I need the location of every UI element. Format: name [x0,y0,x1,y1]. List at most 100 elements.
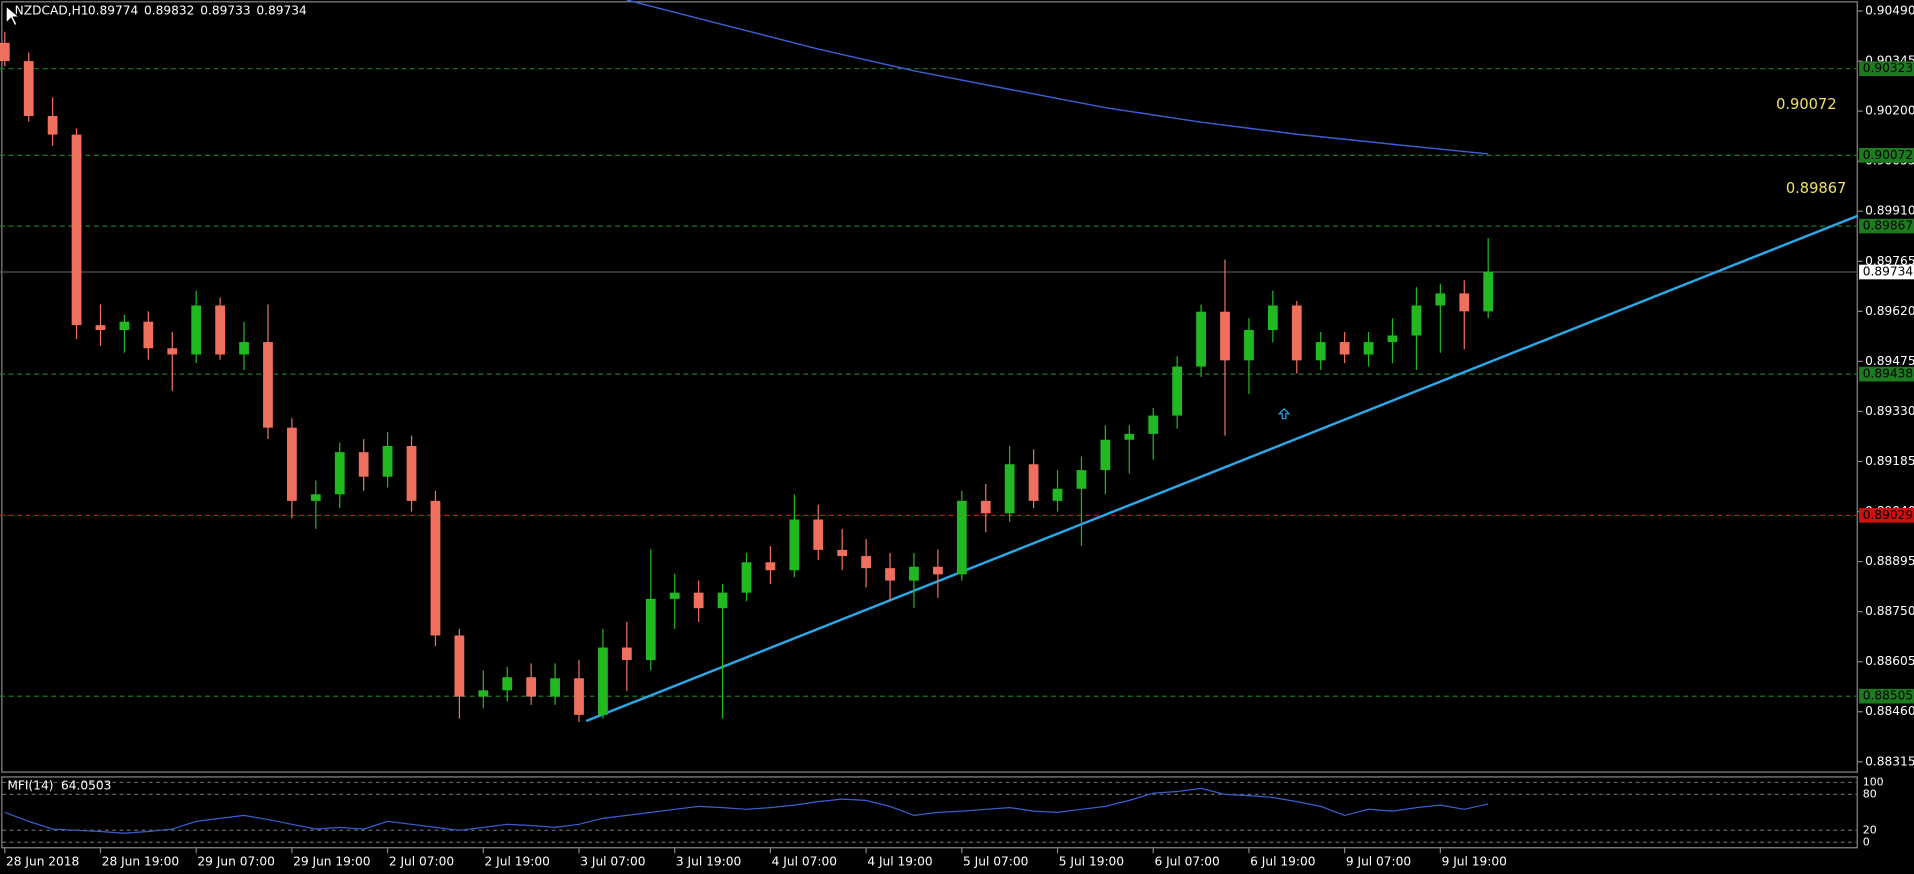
x-tick-label: 2 Jul 19:00 [485,854,550,868]
y-tick-label: 0.90200 [1865,104,1914,118]
level-label: 0.90072 [1863,148,1913,162]
candle-body [430,500,441,636]
candle-body [454,635,465,697]
candle-body [789,519,800,571]
candle-body [765,562,776,571]
candle-body [1244,329,1254,361]
main-plot [0,0,1858,723]
last-bar-value: 0.89832 [144,3,194,17]
arrow-icon [1277,408,1291,420]
mfi-value: 64.0503 [61,779,111,793]
candle-body [1100,439,1111,471]
last-bar-value: 0.89733 [200,3,250,17]
candle-body [621,647,632,660]
axes: 0.904900.903450.902000.900550.899100.897… [2,4,1914,868]
candle-body [1363,342,1374,355]
candle-body [1052,488,1063,501]
candle-body [382,445,393,477]
level-label: 0.89029 [1863,508,1913,522]
candle-body [478,690,489,697]
candle-body [1387,335,1398,343]
candle-body [550,678,560,697]
x-tick-label: 6 Jul 07:00 [1154,854,1219,868]
candle-body [0,42,10,62]
candle-body [263,342,273,428]
candle-body [574,678,584,715]
candle-body [191,305,202,355]
candle-body [1291,305,1302,361]
candle-body [598,647,608,715]
candle-body [1076,470,1087,489]
y-tick-label: 0.89475 [1865,354,1914,368]
candle-body [1459,293,1470,312]
x-tick-label: 28 Jun 2018 [6,854,79,868]
candle-body [239,342,249,355]
level-label: 0.88505 [1863,689,1913,703]
candle-body [334,452,345,495]
candle-body [1004,464,1015,514]
mfi-tick-label: 80 [1863,787,1877,800]
candle-body [215,305,226,355]
y-tick-label: 0.90490 [1865,4,1914,18]
candle-body [837,549,848,557]
x-tick-label: 9 Jul 19:00 [1442,854,1507,868]
mfi-tick-label: 100 [1863,775,1884,788]
y-tick-label: 0.88460 [1865,704,1914,718]
y-tick-label: 0.89185 [1865,454,1914,468]
candle-body [1124,433,1135,440]
candle-body [956,500,967,575]
last-bar-value: 0.89774 [88,3,139,17]
candle-body [1220,311,1230,361]
x-tick-label: 2 Jul 07:00 [389,854,454,868]
x-tick-label: 29 Jun 07:00 [197,854,274,868]
x-tick-label: 5 Jul 07:00 [963,854,1028,868]
x-tick-label: 4 Jul 19:00 [867,854,932,868]
candle-body [119,321,130,330]
candle-body [741,562,752,593]
candle-body [47,115,58,135]
last-bar: 0.89774 0.89832 0.89733 0.89734 [88,3,307,17]
y-tick-label: 0.89620 [1865,304,1914,318]
y-tick-label: 0.88605 [1865,654,1914,668]
candle-body [1148,415,1159,434]
candle-body [1267,305,1278,330]
candle-body [1339,342,1350,355]
x-tick-label: 9 Jul 07:00 [1346,854,1411,868]
y-tick-label: 0.88315 [1865,754,1914,768]
candle-body [933,566,943,575]
mfi-tick-label: 20 [1863,823,1877,836]
current-price-box [1859,264,1914,280]
x-tick-label: 6 Jul 19:00 [1250,854,1315,868]
level-box [1859,688,1914,704]
level-label: 0.90323 [1863,61,1913,75]
candle-body [406,445,417,501]
candle-body [861,556,872,569]
mfi-tick-label: 0 [1863,835,1870,848]
x-tick-label: 29 Jun 19:00 [293,854,370,868]
candle-body [1411,305,1422,336]
annotation: 0.90072 [1776,96,1836,113]
candle-body [1435,293,1446,306]
y-tick-label: 0.89330 [1865,404,1914,418]
candle-body [287,427,297,501]
y-tick-label: 0.89910 [1865,204,1914,218]
y-tick-label: 0.88895 [1865,554,1914,568]
candle-body [526,677,537,697]
candle-body [143,321,154,349]
candle-body [645,598,656,660]
candle-body [980,500,991,514]
level-label: 0.89438 [1863,367,1913,381]
mfi-name: MFI(14) [7,779,53,793]
level-box [1859,61,1914,77]
candle-body [23,61,34,116]
candle-body [358,452,369,477]
y-tick-label: 0.88750 [1865,604,1914,618]
candle-body [71,134,82,326]
y-tick-label: 0.89765 [1865,254,1914,268]
moving-average [626,0,1489,155]
candle-body [310,494,321,501]
indicator-pane-border [1,776,1858,849]
